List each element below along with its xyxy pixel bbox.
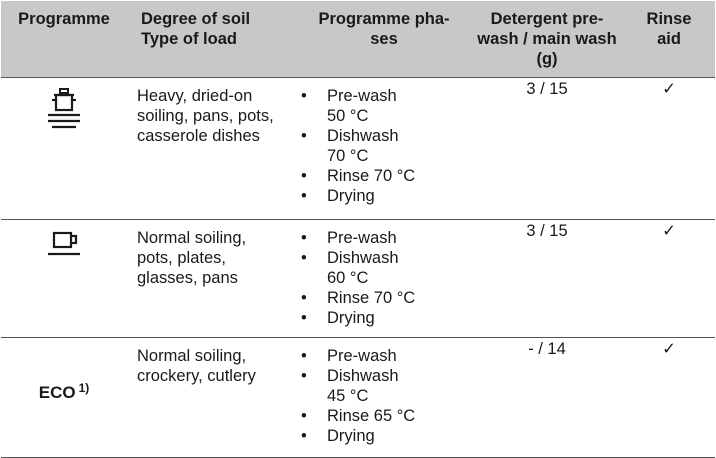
phase-item: Pre-wash — [297, 228, 471, 248]
detergent-cell: 3 / 15 — [471, 77, 623, 220]
header-row: Programme Degree of soil Type of load Pro… — [1, 1, 715, 78]
cup-icon — [2, 230, 126, 260]
detergent-cell: - / 14 — [471, 337, 623, 458]
soil-cell: Heavy, dried-on soiling, pans, pots, cas… — [127, 77, 297, 220]
header-rinse-aid: Rinse aid — [623, 1, 715, 78]
programme-cell — [1, 219, 127, 338]
eco-label: ECO 1) — [38, 380, 90, 402]
header-detergent: Detergent pre-wash / main wash (g) — [471, 1, 623, 78]
pot-icon — [2, 87, 126, 130]
footnote-marker: 1) — [78, 380, 90, 395]
phase-item: Rinse 65 °C — [297, 406, 471, 426]
checkmark-icon: ✓ — [623, 337, 715, 458]
soil-cell: Normal soiling, pots, plates, glasses, p… — [127, 219, 297, 338]
header-programme: Programme — [1, 1, 127, 78]
programme-cell: ECO 1) — [1, 337, 127, 458]
phase-item: Rinse 70 °C — [297, 288, 471, 308]
phase-item: Drying — [297, 426, 471, 446]
table-row: ECO 1) Normal soiling, crockery, cutlery … — [1, 337, 715, 458]
table-row: Normal soiling, pots, plates, glasses, p… — [1, 219, 715, 338]
header-degree-of-soil: Degree of soil Type of load — [127, 1, 297, 78]
phase-item: Drying — [297, 308, 471, 328]
detergent-cell: 3 / 15 — [471, 219, 623, 338]
table-row: Heavy, dried-on soiling, pans, pots, cas… — [1, 77, 715, 220]
phase-item: Drying — [297, 186, 471, 206]
header-programme-phases: Programme pha-ses — [297, 1, 471, 78]
programme-cell — [1, 77, 127, 220]
phase-item: Pre-wash — [297, 346, 471, 366]
checkmark-icon: ✓ — [623, 219, 715, 338]
soil-cell: Normal soiling, crockery, cutlery — [127, 337, 297, 458]
phase-item: Rinse 70 °C — [297, 166, 471, 186]
checkmark-icon: ✓ — [623, 77, 715, 220]
